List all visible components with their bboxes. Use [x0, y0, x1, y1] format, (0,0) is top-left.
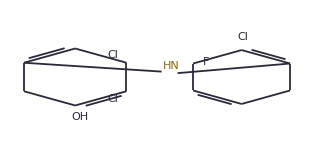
Text: Cl: Cl: [108, 50, 118, 60]
Text: HN: HN: [163, 61, 180, 71]
Text: F: F: [203, 57, 209, 67]
Text: OH: OH: [71, 112, 89, 122]
Text: Cl: Cl: [108, 94, 118, 104]
Text: Cl: Cl: [238, 32, 249, 42]
